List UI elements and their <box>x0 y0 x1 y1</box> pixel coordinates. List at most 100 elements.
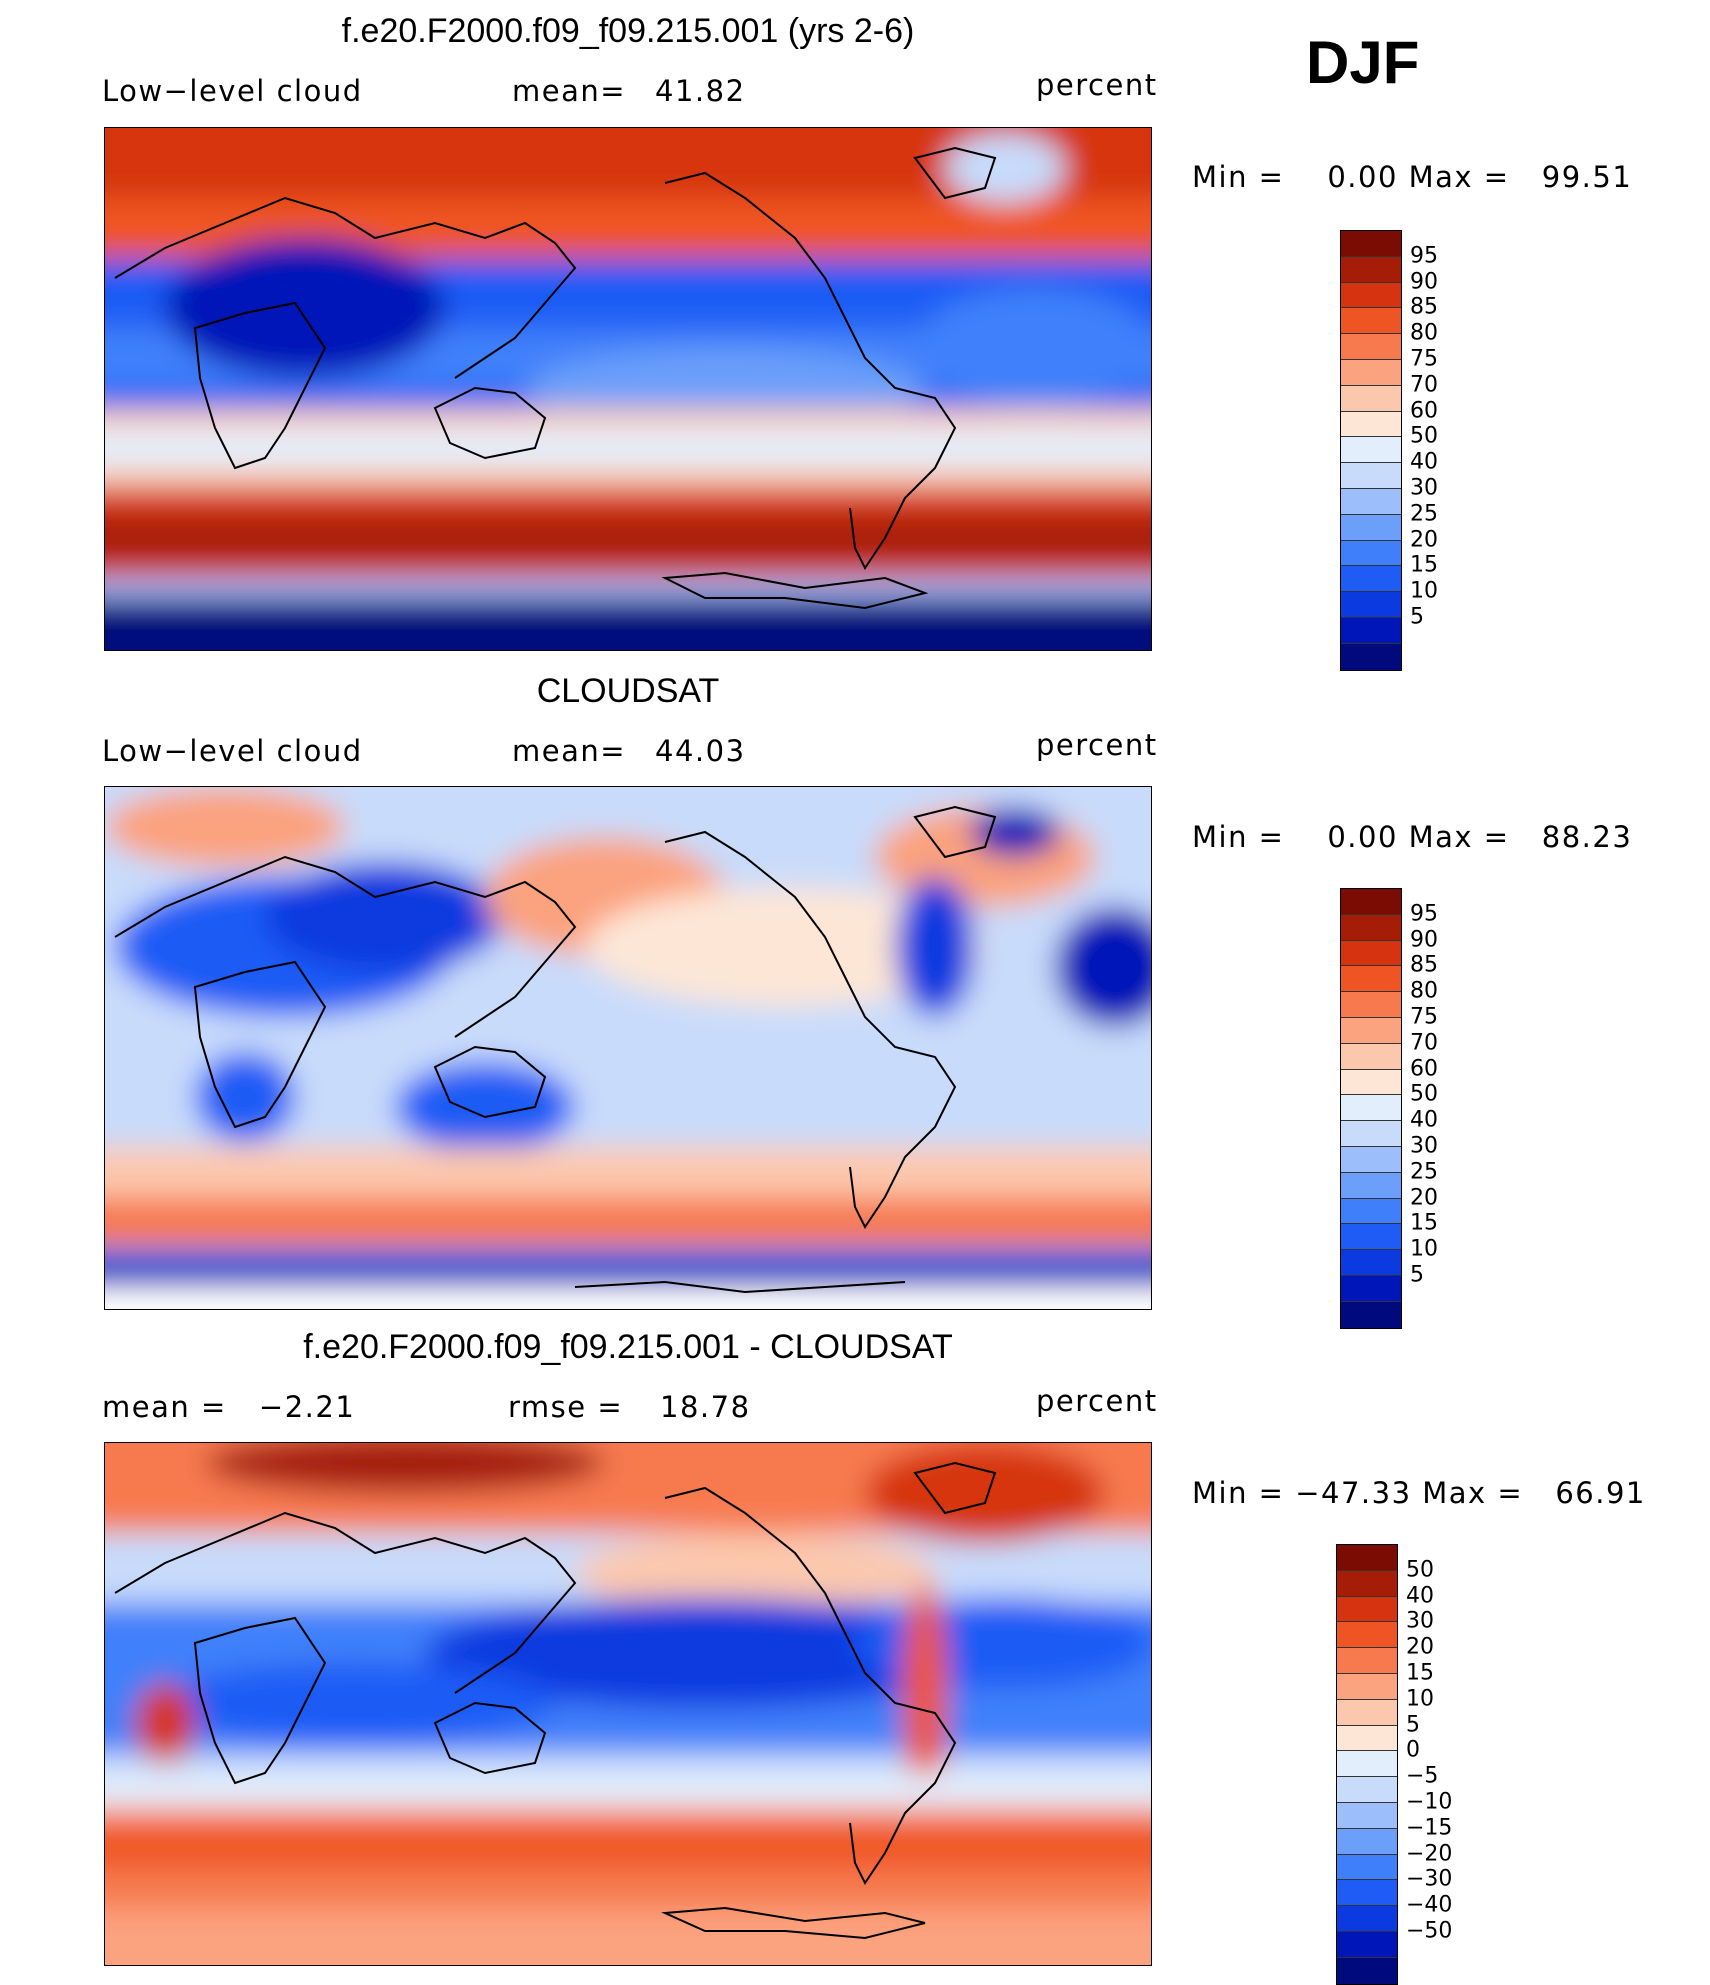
colorbar-segment <box>1337 1931 1397 1958</box>
panel2-field <box>105 787 1151 1309</box>
colorbar-segment <box>1341 1275 1401 1302</box>
colorbar-level-label: 75 <box>1410 1004 1438 1030</box>
colorbar-segment <box>1341 1069 1401 1096</box>
colorbar-segment <box>1341 488 1401 515</box>
colorbar-segment <box>1337 1828 1397 1855</box>
colorbar-segment <box>1341 1172 1401 1199</box>
colorbar-segment <box>1337 1699 1397 1726</box>
colorbar-level-label: 40 <box>1410 1107 1438 1133</box>
colorbar-level-label: 20 <box>1410 1185 1438 1211</box>
colorbar-level-label: 10 <box>1410 578 1438 604</box>
panel2-variable-label: Low−level cloud <box>102 734 363 768</box>
colorbar-segment <box>1341 1224 1401 1251</box>
panel3-colorbar <box>1336 1544 1398 1985</box>
panel1-mean-value: 41.82 <box>655 74 746 108</box>
colorbar-level-label: 20 <box>1406 1634 1434 1660</box>
colorbar-segment <box>1337 1854 1397 1881</box>
panel2-coastlines <box>114 805 997 1294</box>
panel3-rmse-value: 18.78 <box>660 1390 751 1424</box>
colorbar-segment <box>1341 1146 1401 1173</box>
colorbar-level-label: 80 <box>1410 320 1438 346</box>
panel2-units: percent <box>1036 728 1158 762</box>
colorbar-segment <box>1337 1725 1397 1752</box>
colorbar-level-label: 80 <box>1410 978 1438 1004</box>
colorbar-level-label: 95 <box>1410 243 1438 269</box>
colorbar-segment <box>1341 643 1401 670</box>
colorbar-segment <box>1341 308 1401 335</box>
panel3-units: percent <box>1036 1384 1158 1418</box>
colorbar-level-label: 40 <box>1410 449 1438 475</box>
panel3-coastlines <box>114 1461 997 1940</box>
panel1-colorbar <box>1340 230 1402 671</box>
colorbar-level-label: −10 <box>1406 1789 1453 1815</box>
colorbar-level-label: −5 <box>1406 1763 1439 1789</box>
panel3-title: f.e20.F2000.f09_f09.215.001 - CLOUDSAT <box>303 1328 953 1366</box>
colorbar-segment <box>1337 1648 1397 1674</box>
colorbar-segment <box>1341 1095 1401 1122</box>
colorbar-segment <box>1341 463 1401 489</box>
colorbar-level-label: 5 <box>1406 1712 1420 1738</box>
season-label: DJF <box>1306 29 1420 96</box>
colorbar-level-label: 10 <box>1406 1686 1434 1712</box>
panel1-units: percent <box>1036 68 1158 102</box>
colorbar-level-label: 15 <box>1410 1210 1438 1236</box>
colorbar-level-label: 5 <box>1410 1262 1424 1288</box>
colorbar-segment <box>1337 1802 1397 1829</box>
colorbar-level-label: 0 <box>1406 1737 1420 1763</box>
colorbar-segment <box>1341 1043 1401 1070</box>
colorbar-level-label: −15 <box>1406 1815 1453 1841</box>
panel1-map <box>104 127 1152 651</box>
colorbar-level-label: 70 <box>1410 372 1438 398</box>
colorbar-segment <box>1337 1880 1397 1907</box>
colorbar-level-label: 90 <box>1410 927 1438 953</box>
colorbar-level-label: 60 <box>1410 398 1438 424</box>
colorbar-segment <box>1341 1301 1401 1328</box>
panel2-map <box>104 786 1152 1310</box>
colorbar-segment <box>1341 889 1401 915</box>
panel2-title: CLOUDSAT <box>536 672 720 710</box>
colorbar-segment <box>1337 1957 1397 1984</box>
colorbar-level-label: −40 <box>1406 1892 1453 1918</box>
panel3-rmse-label: rmse = <box>508 1390 624 1424</box>
colorbar-segment <box>1341 282 1401 309</box>
colorbar-level-label: −50 <box>1406 1918 1453 1944</box>
colorbar-level-label: 50 <box>1406 1557 1434 1583</box>
colorbar-segment <box>1337 1777 1397 1803</box>
colorbar-level-label: 50 <box>1410 1081 1438 1107</box>
colorbar-segment <box>1337 1622 1397 1649</box>
colorbar-segment <box>1341 437 1401 464</box>
colorbar-segment <box>1341 992 1401 1018</box>
colorbar-segment <box>1337 1596 1397 1623</box>
colorbar-level-label: 40 <box>1406 1583 1434 1609</box>
colorbar-level-label: 30 <box>1410 1133 1438 1159</box>
colorbar-segment <box>1341 359 1401 386</box>
colorbar-level-label: 10 <box>1410 1236 1438 1262</box>
colorbar-segment <box>1341 1121 1401 1147</box>
colorbar-segment <box>1341 566 1401 593</box>
colorbar-level-label: 20 <box>1410 527 1438 553</box>
colorbar-level-label: 70 <box>1410 1030 1438 1056</box>
colorbar-segment <box>1341 1017 1401 1044</box>
colorbar-level-label: −30 <box>1406 1866 1453 1892</box>
colorbar-segment <box>1337 1906 1397 1932</box>
colorbar-level-label: 30 <box>1406 1608 1434 1634</box>
colorbar-segment <box>1341 385 1401 412</box>
colorbar-segment <box>1341 256 1401 283</box>
colorbar-level-label: 75 <box>1410 346 1438 372</box>
panel1-variable-label: Low−level cloud <box>102 74 363 108</box>
panel1-coastlines <box>114 146 997 610</box>
colorbar-level-label: 85 <box>1410 952 1438 978</box>
panel1-mean-label: mean= <box>512 74 627 108</box>
panel3-minmax: Min = −47.33 Max = 66.91 <box>1192 1476 1646 1510</box>
panel3-mean-stat: mean = −2.21 <box>102 1390 356 1424</box>
panel3-field <box>105 1443 1151 1965</box>
colorbar-segment <box>1341 966 1401 993</box>
colorbar-segment <box>1341 617 1401 644</box>
colorbar-segment <box>1337 1673 1397 1700</box>
colorbar-segment <box>1337 1751 1397 1778</box>
colorbar-level-label: 25 <box>1410 501 1438 527</box>
colorbar-segment <box>1341 540 1401 567</box>
colorbar-segment <box>1341 592 1401 618</box>
panel2-colorbar <box>1340 888 1402 1329</box>
colorbar-level-label: 85 <box>1410 294 1438 320</box>
